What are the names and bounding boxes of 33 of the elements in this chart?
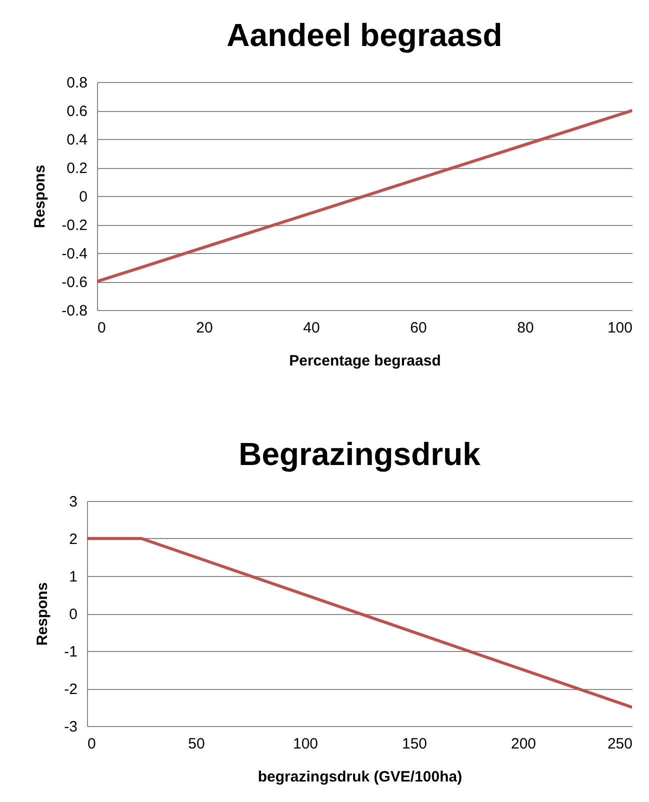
x-tick-label: 20	[196, 320, 213, 336]
chart-title: Aandeel begraasd	[226, 17, 502, 53]
x-tick-label: 150	[402, 736, 428, 752]
y-tick-label: -0.4	[62, 246, 88, 262]
x-tick-label: 100	[292, 736, 318, 752]
y-tick-label: -0.6	[62, 274, 88, 291]
x-tick-label: 80	[517, 320, 534, 336]
y-tick-label: 0.4	[66, 132, 88, 148]
x-tick-label: 250	[607, 736, 632, 752]
x-tick-label: 60	[410, 320, 427, 336]
y-tick-label: -0.2	[62, 217, 88, 234]
y-tick-label: 3	[69, 494, 78, 510]
y-tick-label: -0.8	[62, 302, 88, 320]
x-tick-label: 200	[510, 736, 536, 752]
x-tick-label: 40	[303, 320, 320, 336]
x-tick-label: 0	[98, 320, 106, 336]
y-tick-label: -2	[64, 681, 78, 698]
y-axis-title: Respons	[32, 164, 49, 228]
x-axis-title: Percentage begraasd	[289, 352, 441, 370]
y-tick-label: 0.2	[66, 160, 88, 177]
y-tick-label: 0.8	[66, 74, 88, 92]
y-tick-label: -3	[64, 718, 78, 736]
x-tick-label: 100	[607, 320, 632, 336]
y-tick-label: 1	[69, 568, 78, 586]
x-axis-title: begrazingsdruk (GVE/100ha)	[258, 768, 462, 786]
y-tick-label: -1	[64, 644, 78, 660]
y-tick-label: 0	[69, 606, 78, 623]
y-tick-label: 0	[79, 188, 88, 206]
y-tick-label: 0.6	[66, 103, 88, 120]
x-tick-label: 50	[188, 736, 205, 752]
y-tick-label: 2	[69, 531, 78, 548]
chart-title: Begrazingsdruk	[238, 436, 481, 472]
y-axis-title: Respons	[34, 582, 52, 646]
